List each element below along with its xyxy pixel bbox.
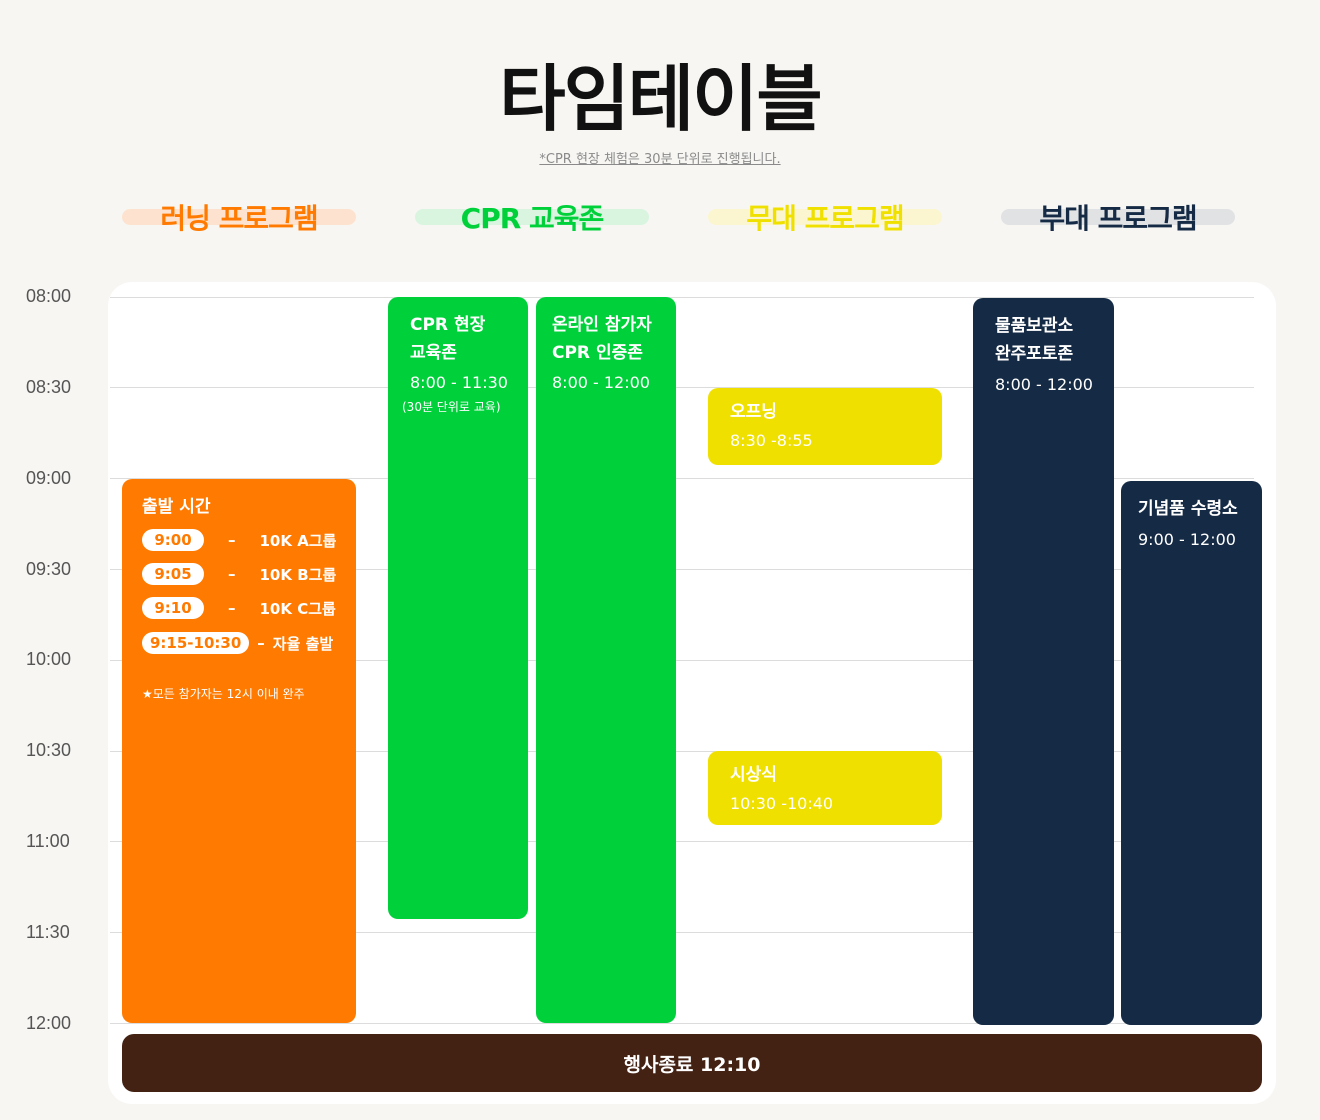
storage-photozone-block: 물품보관소 완주포토존 8:00 - 12:00: [973, 298, 1114, 1025]
cpr-online-title-2: CPR 인증존: [552, 343, 643, 363]
stage-award-time: 10:30 -10:40: [730, 794, 834, 813]
souvenir-title: 기념품 수령소: [1138, 499, 1238, 519]
running-title: 출발 시간: [142, 497, 211, 517]
event-end-bar: 행사종료 12:10: [122, 1034, 1262, 1092]
start-row: 9:00 – 10K A그룹: [142, 529, 336, 551]
time-label: 12:00: [26, 1013, 72, 1033]
storage-title-2: 완주포토존: [995, 344, 1074, 364]
cpr-onsite-title-2: 교육존: [410, 343, 457, 363]
gridline: [110, 751, 1254, 752]
page-title: 타임테이블: [499, 57, 822, 141]
category-label: CPR 교육존: [460, 202, 605, 235]
cpr-onsite-sub: (30분 단위로 교육): [402, 400, 501, 414]
category-highlight: [708, 209, 942, 225]
souvenir-time: 9:00 - 12:00: [1138, 530, 1236, 549]
stage-opening-name: 오프닝: [730, 402, 777, 422]
time-label: 10:30: [26, 740, 72, 760]
gridline: [110, 1023, 1254, 1024]
start-time-pill: 9:05: [142, 563, 204, 585]
category-highlight: [1001, 209, 1235, 225]
start-time-pill: 9:00: [142, 529, 204, 551]
stage-opening-block: 오프닝 8:30 -8:55: [708, 388, 942, 465]
cpr-onsite-block: CPR 현장 교육존 8:00 - 11:30 (30분 단위로 교육): [388, 297, 528, 919]
start-row: 9:10 – 10K C그룹: [142, 597, 336, 619]
gridline: [110, 660, 1254, 661]
start-group: 10K C그룹: [259, 599, 336, 618]
storage-title-1: 물품보관소: [995, 316, 1074, 336]
time-label: 10:00: [26, 649, 72, 669]
start-row: 9:05 – 10K B그룹: [142, 563, 336, 585]
time-label: 11:30: [26, 922, 70, 942]
category-label: 부대 프로그램: [1039, 202, 1197, 235]
cpr-online-block: 온라인 참가자 CPR 인증존 8:00 - 12:00: [536, 297, 676, 1023]
gridline: [110, 932, 1254, 933]
category-cpr: CPR 교육존: [415, 200, 649, 235]
gridline: [110, 841, 1254, 842]
cpr-online-time: 8:00 - 12:00: [552, 373, 650, 392]
dash: –: [228, 531, 236, 549]
event-end-label: 행사종료 12:10: [623, 1053, 761, 1076]
category-label: 무대 프로그램: [746, 202, 904, 235]
souvenir-pickup-block: 기념품 수령소 9:00 - 12:00: [1121, 481, 1262, 1025]
time-label: 09:30: [26, 559, 72, 579]
gridline: [110, 297, 1254, 298]
dash: –: [228, 565, 236, 583]
category-running: 러닝 프로그램: [122, 200, 356, 235]
category-stage: 무대 프로그램: [708, 200, 942, 235]
time-label: 11:00: [26, 831, 70, 851]
time-label: 09:00: [26, 468, 72, 488]
running-start-block: 출발 시간 9:00 – 10K A그룹 9:05 – 10K B그룹 9:10…: [122, 479, 356, 1023]
time-label: 08:00: [26, 286, 72, 306]
stage-opening-time: 8:30 -8:55: [730, 431, 813, 450]
stage-award-name: 시상식: [730, 765, 777, 785]
storage-time: 8:00 - 12:00: [995, 375, 1093, 394]
cpr-onsite-time: 8:00 - 11:30: [410, 373, 508, 392]
cpr-onsite-title-1: CPR 현장: [410, 315, 486, 335]
time-label: 08:30: [26, 377, 72, 397]
running-footnote: ★모든 참가자는 12시 이내 완주: [142, 687, 305, 701]
start-time-pill: 9:10: [142, 597, 204, 619]
cpr-note: *CPR 현장 체험은 30분 단위로 진행됩니다.: [539, 152, 781, 167]
start-group: 자율 출발: [272, 634, 334, 653]
category-label: 러닝 프로그램: [160, 202, 318, 235]
category-side: 부대 프로그램: [1001, 200, 1235, 235]
start-time-pill: 9:15-10:30: [142, 632, 250, 654]
dash: –: [257, 634, 265, 652]
gridline: [110, 478, 1254, 479]
cpr-online-title-1: 온라인 참가자: [552, 315, 652, 335]
category-highlight: [122, 209, 356, 225]
dash: –: [228, 599, 236, 617]
start-group: 10K A그룹: [259, 531, 337, 550]
stage-award-block: 시상식 10:30 -10:40: [708, 751, 942, 825]
start-group: 10K B그룹: [259, 565, 337, 584]
category-highlight: [415, 209, 649, 225]
gridline: [110, 387, 1254, 388]
start-row: 9:15-10:30 – 자율 출발: [142, 632, 333, 654]
gridline: [110, 569, 1254, 570]
